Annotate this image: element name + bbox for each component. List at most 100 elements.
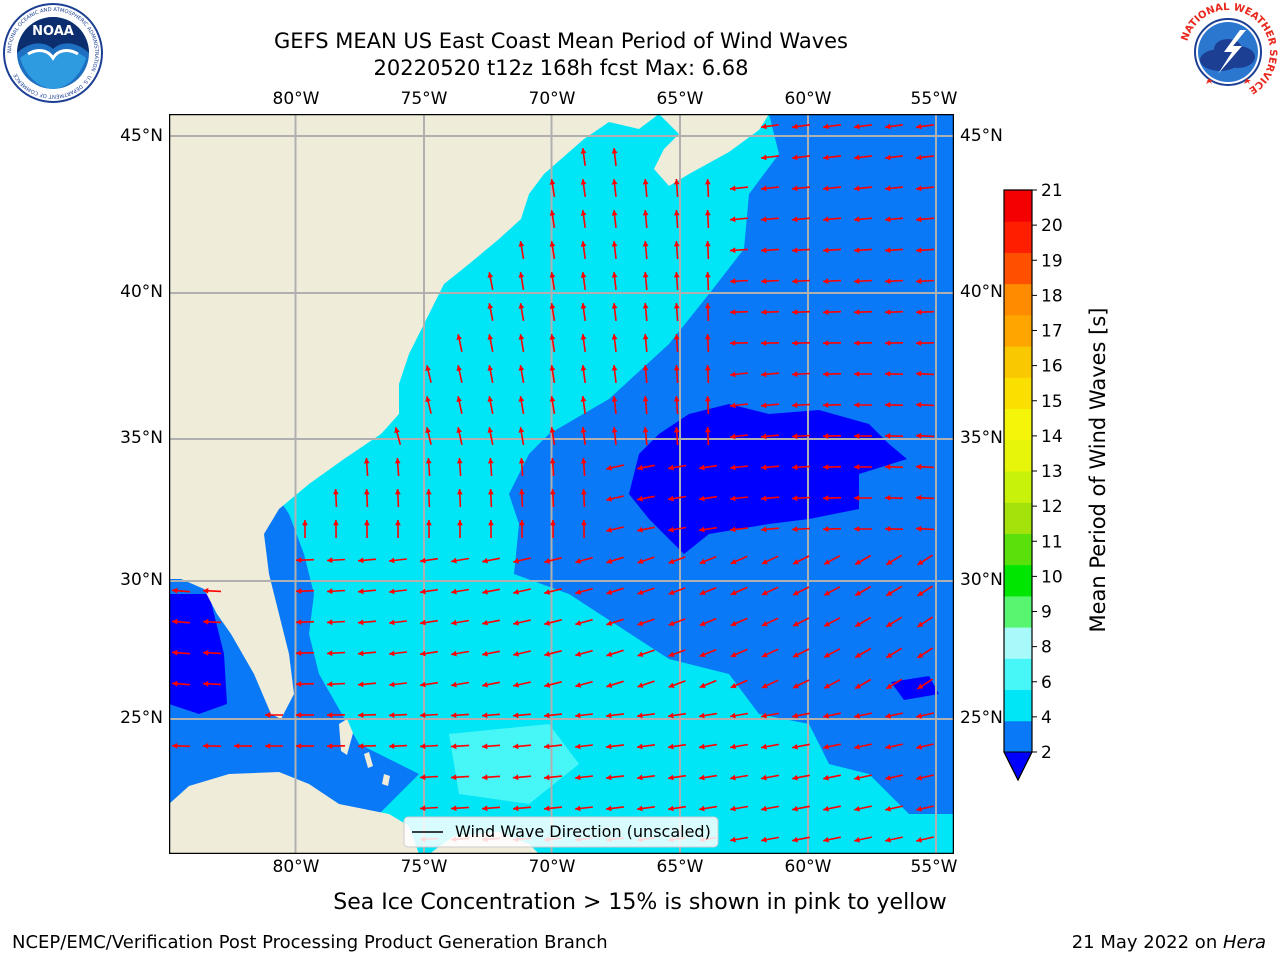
wave-direction-arrowhead: [420, 650, 426, 657]
colorbar-segment: [1004, 346, 1032, 378]
wave-direction-arrowhead: [642, 396, 649, 402]
colorbar-tick-label: 15: [1041, 392, 1063, 412]
wave-direction-arrowhead: [792, 712, 798, 719]
wave-direction-arrowhead: [549, 427, 556, 433]
wave-direction-arrowhead: [792, 433, 798, 440]
wave-direction-arrowhead: [637, 712, 643, 719]
wave-direction-arrowhead: [575, 805, 581, 812]
wave-direction-arrowhead: [451, 557, 457, 564]
lat-label-left: 45°N: [120, 126, 163, 146]
lat-label-left: 30°N: [120, 570, 163, 590]
colorbar-segment: [1004, 658, 1032, 691]
wave-direction-arrowhead: [296, 619, 302, 625]
wave-direction-arrowhead: [611, 427, 618, 433]
wave-direction-arrowhead: [637, 743, 643, 750]
wave-direction-arrowhead: [395, 520, 401, 526]
wave-direction-arrowhead: [916, 247, 922, 254]
colorbar-tick-label: 9: [1041, 603, 1052, 623]
wave-direction-arrowhead: [549, 179, 556, 185]
wave-direction-arrowhead: [451, 681, 457, 688]
colorbar-tick-label: 11: [1041, 532, 1063, 552]
wave-direction-arrowhead: [637, 464, 643, 471]
wave-direction-arrowhead: [917, 621, 924, 627]
wave-direction-arrowhead: [482, 681, 488, 688]
low-period-patch-east: [629, 404, 907, 554]
wave-direction-arrowhead: [885, 154, 891, 161]
wave-direction-arrowhead: [488, 489, 494, 495]
wave-direction-arrowhead: [761, 247, 767, 254]
wave-direction-arrowhead: [642, 179, 649, 185]
wave-direction-arrowhead: [916, 744, 922, 750]
wave-direction-arrowhead: [513, 805, 519, 812]
wave-direction-arrowhead: [730, 743, 736, 750]
wave-direction-arrowhead: [327, 588, 333, 595]
colorbar-tick-label: 8: [1041, 638, 1052, 658]
wave-direction-arrowhead: [420, 774, 426, 781]
lon-label-bottom: 70°W: [528, 857, 576, 877]
wave-direction-arrowhead: [823, 154, 829, 161]
lon-label-top: 75°W: [400, 89, 448, 109]
wave-direction-arrowhead: [854, 278, 860, 285]
wave-direction-arrowhead: [761, 464, 767, 471]
wave-direction-arrowhead: [792, 216, 798, 223]
wave-direction-arrowhead: [885, 340, 891, 346]
wave-direction-arrowhead: [606, 682, 613, 688]
wave-direction-arrowhead: [885, 806, 891, 812]
wave-direction-arrowhead: [426, 489, 432, 495]
wave-direction-arrowhead: [580, 365, 587, 371]
wave-direction-arrowhead: [916, 775, 922, 781]
wave-direction-arrowhead: [580, 210, 587, 216]
wave-direction-arrowhead: [885, 402, 891, 408]
wave-direction-arrowhead: [705, 334, 711, 340]
wave-direction-arrowhead: [668, 495, 674, 502]
wave-direction-arrowhead: [855, 652, 862, 658]
lon-label-top: 65°W: [656, 89, 704, 109]
wave-direction-arrowhead: [364, 520, 370, 526]
wave-direction-arrowhead: [792, 495, 798, 502]
colorbar-segments: [1003, 189, 1033, 782]
wind-wave-arrows: [171, 123, 935, 843]
wave-direction-arrowhead: [482, 650, 488, 657]
wave-direction-arrowhead: [699, 464, 705, 471]
wave-direction-arrowhead: [420, 712, 426, 719]
wave-direction-arrowhead: [730, 620, 737, 627]
wave-direction-arrowhead: [518, 365, 525, 371]
wave-direction-arrowhead: [917, 590, 924, 596]
wave-direction-arrowhead: [606, 527, 612, 533]
wave-direction-arrowhead: [642, 272, 649, 278]
wave-direction-arrowhead: [885, 216, 891, 223]
wave-direction-arrowhead: [823, 371, 829, 377]
wave-direction-arrowhead: [823, 805, 829, 812]
colorbar-segment: [1004, 502, 1032, 534]
wave-direction-arrowhead: [854, 309, 860, 315]
wave-direction-arrowhead: [451, 619, 457, 626]
wave-direction-arrowhead: [456, 365, 462, 371]
colorbar-segment: [1004, 221, 1032, 253]
wave-direction-arrowhead: [487, 427, 494, 433]
wave-direction-arrowhead: [172, 649, 178, 656]
colorbar-segment: [1004, 283, 1032, 316]
wave-direction-arrowhead: [642, 365, 649, 371]
wave-direction-arrowhead: [854, 371, 860, 377]
wave-direction-arrowhead: [699, 495, 705, 502]
wave-direction-arrowhead: [823, 278, 829, 285]
wave-direction-arrowhead: [885, 433, 891, 439]
wave-direction-arrowhead: [761, 559, 768, 565]
footer-credit: NCEP/EMC/Verification Post Processing Pr…: [12, 932, 608, 953]
wave-direction-arrowhead: [581, 489, 587, 495]
wave-direction-arrowhead: [761, 309, 767, 315]
wave-direction-arrowhead: [854, 154, 860, 161]
wave-direction-arrowhead: [642, 427, 649, 433]
wave-direction-arrowhead: [668, 774, 674, 781]
wave-direction-arrowhead: [487, 458, 494, 464]
lat-label-right: 40°N: [960, 282, 1003, 302]
wave-direction-arrowhead: [487, 303, 494, 309]
wave-direction-arrowhead: [606, 651, 613, 657]
wave-direction-arrowhead: [823, 712, 829, 719]
wave-direction-arrowhead: [327, 681, 333, 688]
wave-direction-arrowhead: [885, 123, 891, 130]
wave-direction-arrowhead: [544, 589, 551, 595]
wave-direction-arrowhead: [792, 402, 798, 409]
wave-direction-arrowhead: [642, 303, 649, 309]
wave-direction-arrowhead: [792, 805, 798, 812]
